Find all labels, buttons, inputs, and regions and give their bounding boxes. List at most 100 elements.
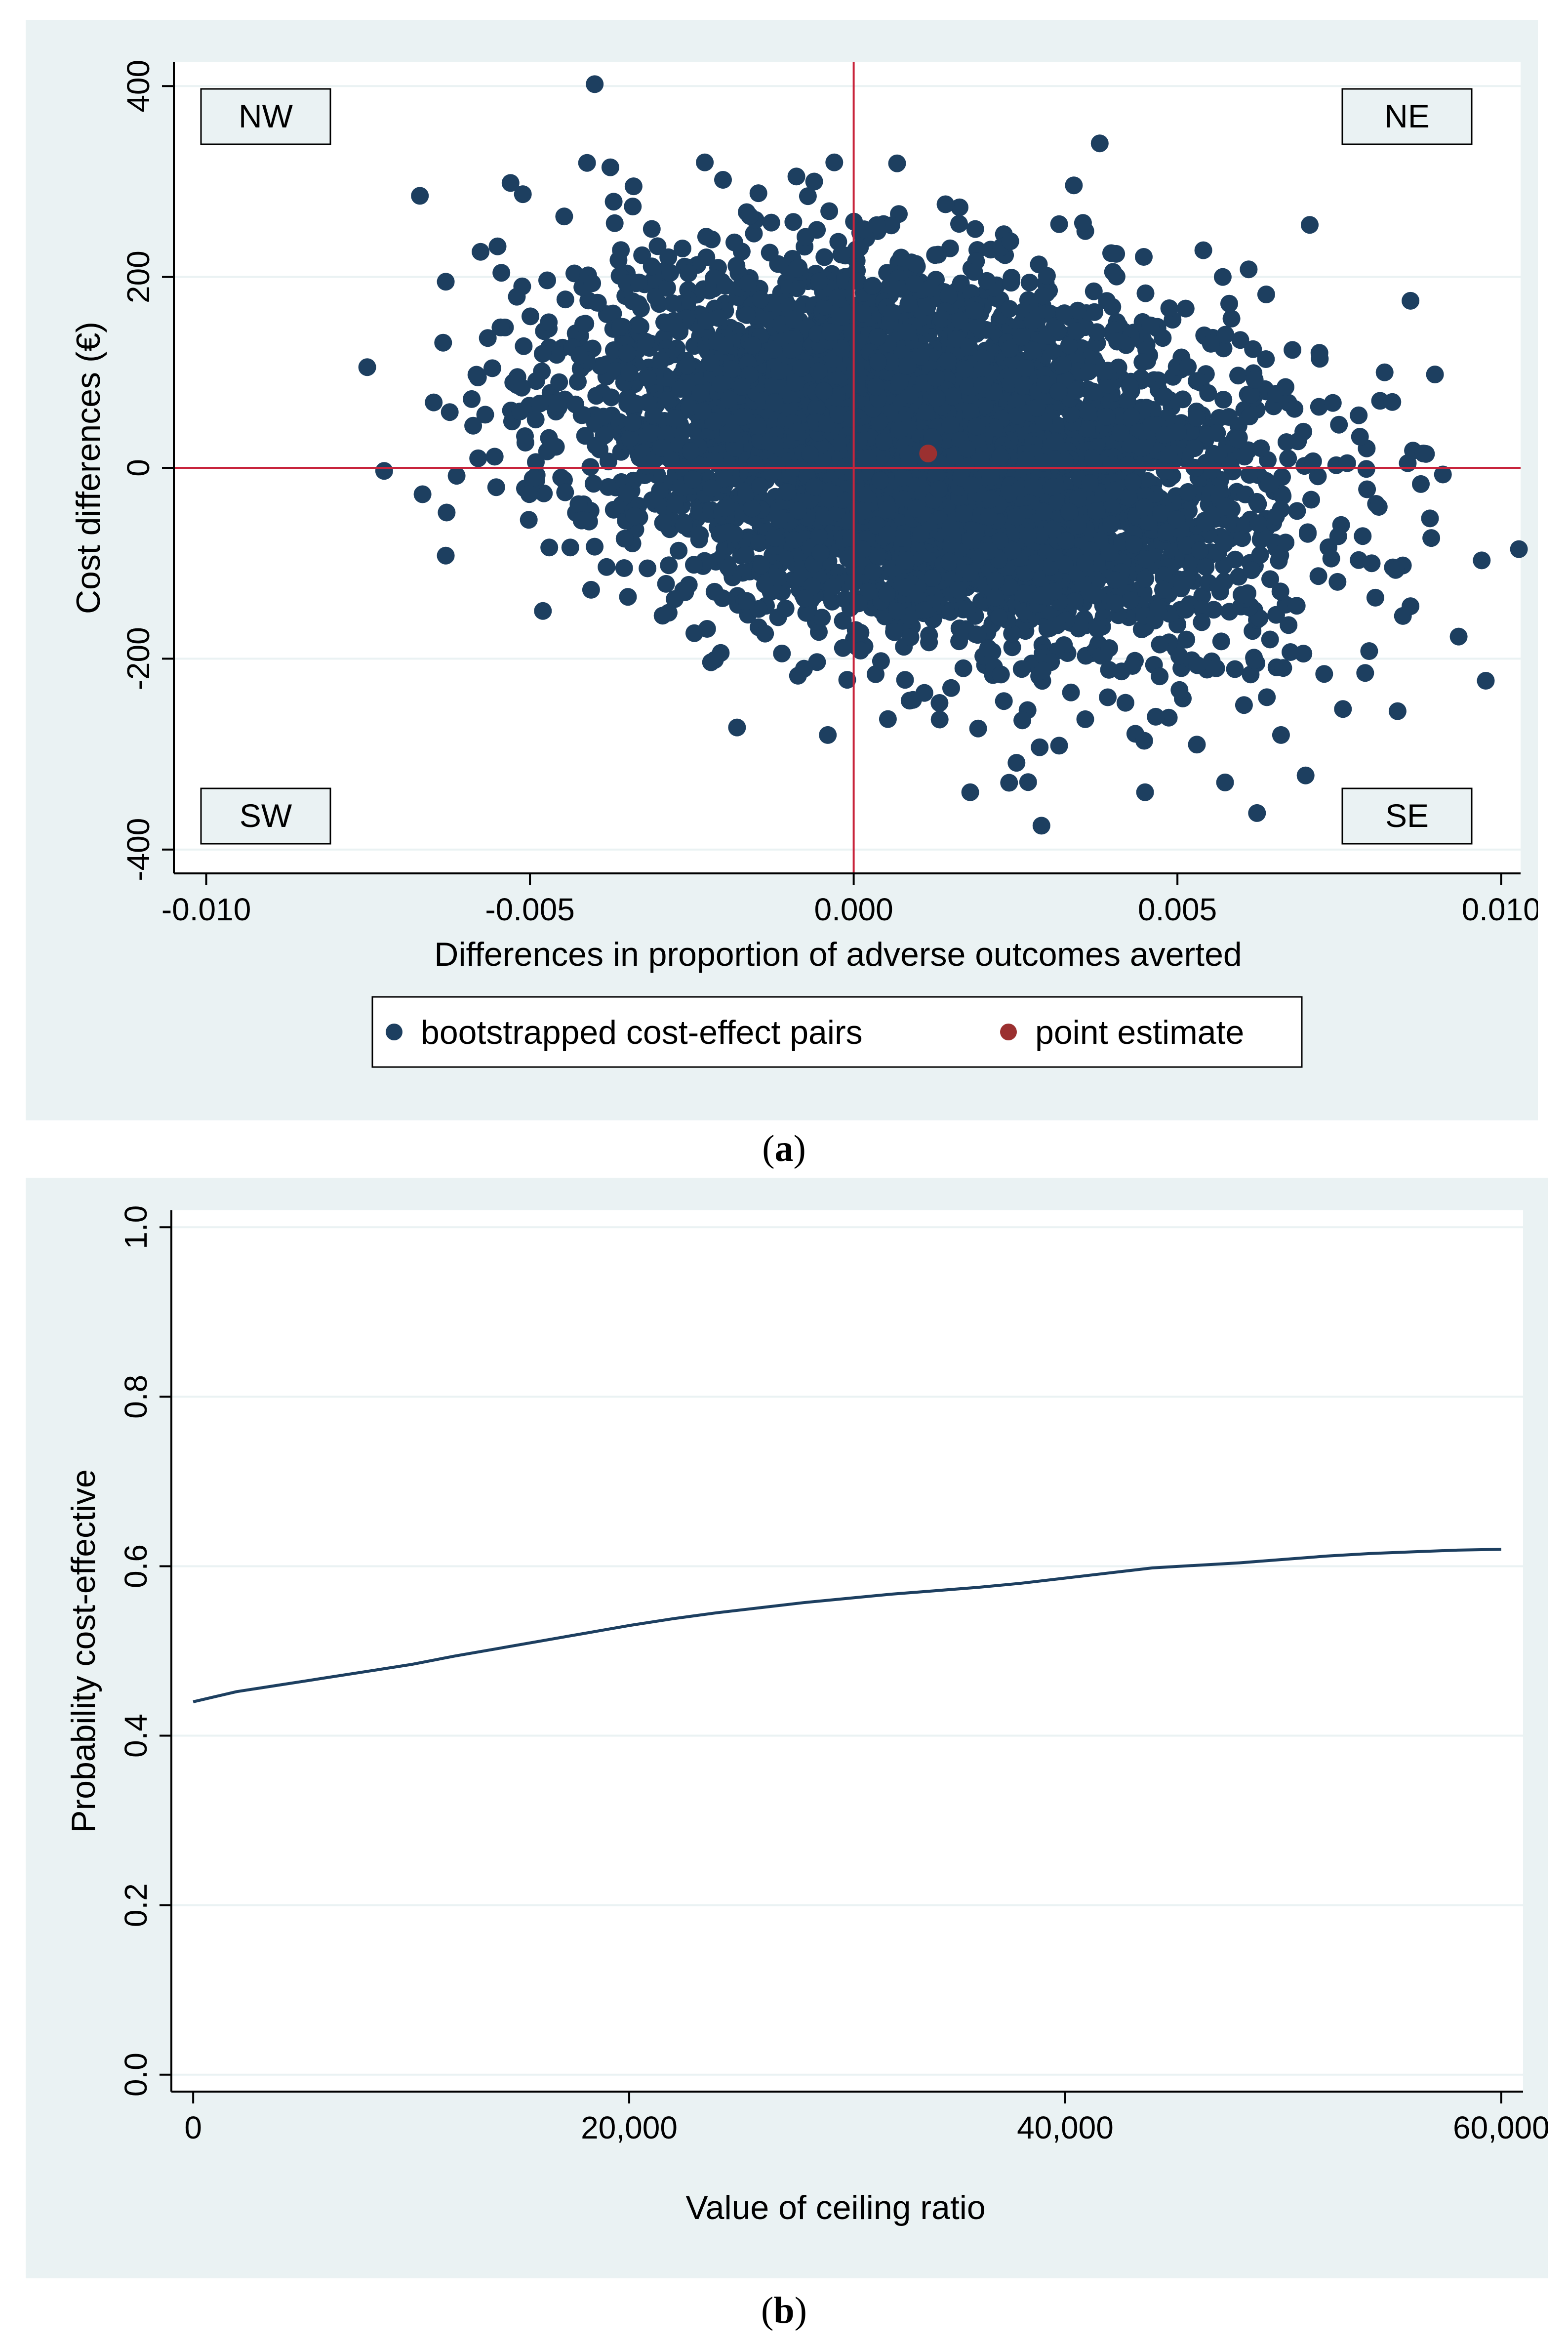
bootstrap-point (1111, 424, 1129, 442)
bootstrap-point (1078, 420, 1096, 438)
bootstrap-point (447, 467, 466, 485)
bootstrap-point (599, 478, 617, 496)
bootstrap-point (716, 336, 734, 355)
bootstrap-point (966, 522, 985, 540)
bootstrap-point (1100, 543, 1119, 562)
bootstrap-point (520, 485, 538, 503)
bootstrap-point (1199, 384, 1217, 402)
bootstrap-point (898, 357, 917, 375)
bootstrap-point (630, 273, 648, 291)
bootstrap-point (820, 202, 839, 220)
bootstrap-point (838, 671, 856, 689)
bootstrap-point (1191, 541, 1209, 560)
bootstrap-point (1071, 614, 1089, 632)
bootstrap-point (1226, 660, 1244, 678)
bootstrap-point (932, 310, 951, 328)
bootstrap-point (611, 318, 630, 336)
bootstrap-point (1134, 439, 1152, 457)
bootstrap-point (955, 505, 973, 523)
bootstrap-point (666, 590, 684, 608)
bootstrap-point (851, 239, 869, 256)
bootstrap-point (1173, 576, 1191, 595)
bootstrap-point (927, 369, 945, 387)
bootstrap-point (1449, 627, 1468, 646)
bootstrap-point (756, 624, 774, 643)
bootstrap-point (643, 257, 661, 276)
bootstrap-point (491, 318, 510, 336)
bootstrap-point (485, 448, 504, 466)
bootstrap-point (1207, 659, 1225, 677)
bootstrap-point (1220, 408, 1238, 426)
bootstrap-point (1288, 502, 1306, 520)
bootstrap-point (1014, 377, 1033, 395)
bootstrap-point (1221, 456, 1240, 474)
bootstrap-point (1243, 561, 1261, 579)
bootstrap-point (855, 220, 873, 239)
bootstrap-point (1170, 681, 1189, 699)
bootstrap-point (943, 387, 962, 406)
bootstrap-point (1106, 571, 1124, 589)
bootstrap-point (492, 264, 511, 282)
bootstrap-point (533, 345, 552, 363)
bootstrap-point (823, 578, 842, 596)
bootstrap-point (1082, 449, 1100, 467)
bootstrap-point (979, 639, 997, 657)
bootstrap-point (670, 541, 688, 560)
bootstrap-point (951, 198, 968, 216)
bootstrap-point (1334, 700, 1352, 718)
bootstrap-point (516, 434, 534, 452)
bootstrap-point (1284, 341, 1302, 359)
bootstrap-point (764, 463, 782, 481)
bootstrap-point (487, 478, 505, 496)
bootstrap-point (894, 468, 913, 486)
bootstrap-point (1422, 529, 1441, 547)
bootstrap-point (565, 264, 583, 283)
bootstrap-point (1002, 274, 1020, 292)
bootstrap-point (661, 264, 680, 282)
bootstrap-point (1069, 490, 1087, 508)
bootstrap-point (1097, 408, 1116, 426)
bootstrap-point (1136, 284, 1155, 302)
bootstrap-point (1001, 578, 1018, 596)
bootstrap-point (1151, 667, 1169, 686)
bootstrap-point (643, 491, 661, 509)
bootstrap-point (665, 409, 683, 427)
bootstrap-point (1244, 340, 1262, 358)
bootstrap-point (1014, 584, 1033, 603)
bootstrap-point (1050, 737, 1068, 755)
bootstrap-point (1038, 619, 1056, 638)
bootstrap-point (1188, 656, 1206, 674)
bootstrap-point (584, 475, 603, 493)
bootstrap-point (1012, 660, 1031, 678)
bootstrap-point (720, 390, 738, 409)
bootstrap-point (1257, 350, 1275, 368)
bootstrap-point (930, 710, 949, 729)
bootstrap-point (1124, 473, 1142, 491)
bootstrap-point (739, 274, 757, 292)
bootstrap-point (624, 198, 642, 215)
bootstrap-point (548, 346, 566, 364)
bootstrap-point (915, 601, 933, 619)
bootstrap-point (797, 228, 814, 246)
bootstrap-point (789, 501, 807, 520)
bootstrap-point (1246, 651, 1263, 669)
bootstrap-point (941, 416, 960, 434)
bootstrap-point (1258, 688, 1276, 706)
bootstrap-point (807, 399, 826, 417)
bootstrap-point (1477, 672, 1495, 690)
bootstrap-point (1147, 707, 1165, 726)
bootstrap-point (1249, 514, 1267, 533)
bootstrap-point (520, 511, 538, 529)
bootstrap-point (792, 359, 810, 377)
bootstrap-point (1197, 558, 1215, 576)
bootstrap-point (1098, 292, 1116, 310)
bootstrap-point (949, 581, 967, 599)
bootstrap-point (639, 394, 657, 412)
bootstrap-point (1157, 523, 1175, 541)
bootstrap-point (764, 340, 782, 359)
bootstrap-point (1019, 773, 1037, 791)
bootstrap-point (1232, 586, 1250, 604)
bootstrap-point (1007, 394, 1026, 412)
bootstrap-point (711, 375, 729, 393)
bootstrap-point (609, 251, 628, 269)
